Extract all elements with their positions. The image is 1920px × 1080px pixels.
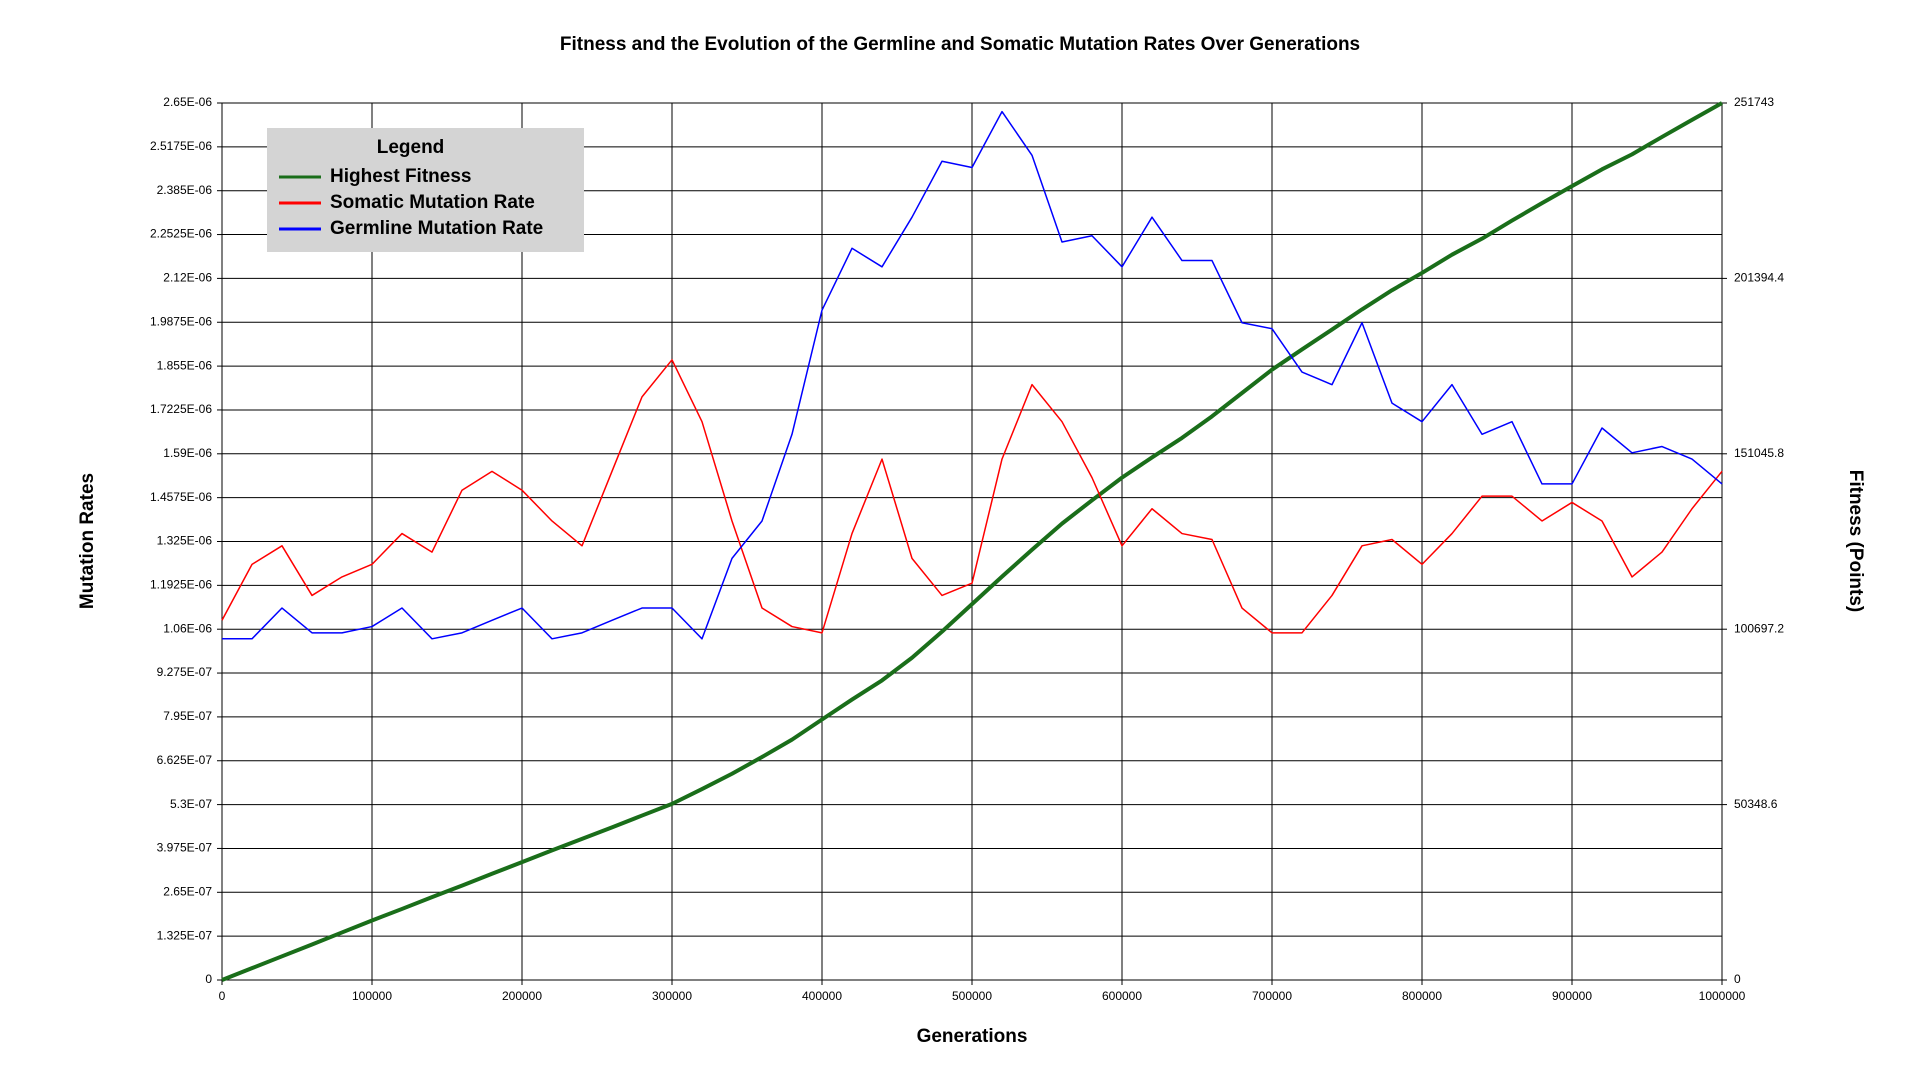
x-tick-label: 900000	[1552, 989, 1592, 1003]
legend-label: Germline Mutation Rate	[330, 218, 543, 239]
x-tick-label: 1000000	[1699, 989, 1746, 1003]
y2-tick-label: 0	[1734, 972, 1741, 986]
y-tick-label: 1.06E-06	[163, 621, 212, 635]
x-tick-label: 300000	[652, 989, 692, 1003]
x-tick-label: 200000	[502, 989, 542, 1003]
legend-box	[267, 128, 584, 252]
y-tick-label: 1.7225E-06	[150, 402, 212, 416]
y-tick-label: 9.275E-07	[157, 665, 213, 679]
y2-axis-title: Fitness (Points)	[1845, 470, 1866, 613]
series-line	[221, 101, 1723, 982]
legend-title: Legend	[377, 137, 445, 158]
y-tick-label: 2.12E-06	[163, 271, 212, 285]
x-tick-label: 700000	[1252, 989, 1292, 1003]
y-tick-label: 2.385E-06	[157, 183, 213, 197]
y2-tick-label: 151045.8	[1734, 446, 1784, 460]
y-tick-label: 3.975E-07	[157, 841, 213, 855]
y-axis-title: Mutation Rates	[77, 473, 98, 609]
series-line	[222, 110, 1723, 640]
y2-tick-label: 201394.4	[1734, 271, 1784, 285]
x-tick-label: 800000	[1402, 989, 1442, 1003]
y-tick-label: 2.65E-06	[163, 95, 212, 109]
x-axis-title: Generations	[917, 1026, 1028, 1047]
y2-tick-label: 251743	[1734, 95, 1774, 109]
legend-label: Somatic Mutation Rate	[330, 192, 535, 213]
y-tick-label: 5.3E-07	[170, 797, 212, 811]
y-tick-label: 0	[205, 972, 212, 986]
y-tick-label: 2.5175E-06	[150, 139, 212, 153]
y-tick-label: 2.65E-07	[163, 884, 212, 898]
y2-tick-label: 50348.6	[1734, 797, 1778, 811]
y-tick-label: 1.4575E-06	[150, 490, 212, 504]
plot-frame	[221, 102, 1723, 981]
y-tick-label: 1.325E-07	[157, 928, 213, 942]
y-tick-label: 1.59E-06	[163, 446, 212, 460]
legend-label: Highest Fitness	[330, 166, 471, 187]
x-tick-label: 0	[219, 989, 226, 1003]
y2-tick-label: 100697.2	[1734, 621, 1784, 635]
legend: Legend Highest Fitness Somatic Mutation Ra…	[267, 128, 584, 252]
x-tick-label: 400000	[802, 989, 842, 1003]
y-tick-label: 1.325E-06	[157, 534, 213, 548]
y-tick-label: 2.2525E-06	[150, 227, 212, 241]
y-tick-label: 7.95E-07	[163, 709, 212, 723]
y-tick-label: 6.625E-07	[157, 753, 213, 767]
series-line	[221, 359, 1723, 634]
y-tick-label: 1.1925E-06	[150, 578, 212, 592]
chart-title: Fitness and the Evolution of the Germlin…	[560, 34, 1360, 55]
y-tick-label: 1.855E-06	[157, 358, 213, 372]
x-tick-label: 600000	[1102, 989, 1142, 1003]
x-tick-label: 500000	[952, 989, 992, 1003]
y-tick-label: 1.9875E-06	[150, 314, 212, 328]
x-tick-label: 100000	[352, 989, 392, 1003]
